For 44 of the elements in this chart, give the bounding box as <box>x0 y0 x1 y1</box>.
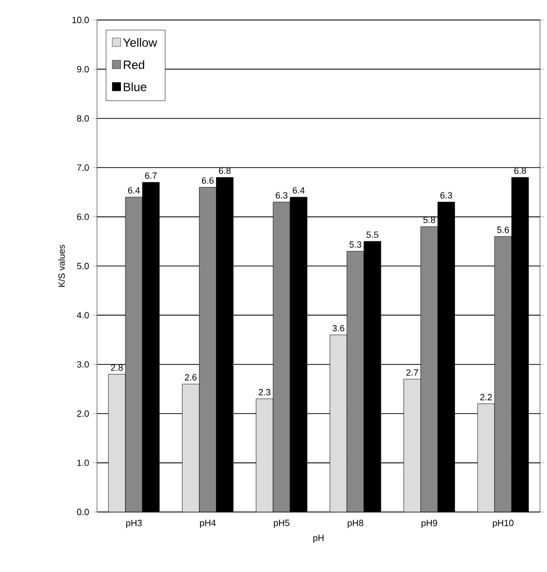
bar <box>182 384 200 512</box>
data-label: 5.3 <box>350 241 362 248</box>
data-label: 6.3 <box>276 192 288 199</box>
bar <box>477 404 495 512</box>
x-tick-label: pH3 <box>126 520 142 528</box>
y-tick-label: 5.0 <box>77 262 89 270</box>
x-tick-label: pH10 <box>492 520 514 528</box>
data-label: 6.4 <box>292 187 305 194</box>
data-label: 2.2 <box>480 394 492 400</box>
y-tick-label: 9.0 <box>77 66 89 72</box>
x-tick-label: pH4 <box>200 520 216 528</box>
data-label: 2.3 <box>258 388 270 396</box>
data-label: 6.6 <box>202 177 214 184</box>
data-label: 5.6 <box>497 226 509 233</box>
data-label: 6.4 <box>128 187 140 194</box>
y-tick-label: 2.0 <box>77 410 89 417</box>
data-label: 3.6 <box>332 324 344 332</box>
y-tick-label: 4.0 <box>76 312 89 318</box>
bar <box>404 378 421 512</box>
legend-label: Red <box>124 60 144 70</box>
x-tick-label: pH8 <box>348 520 364 528</box>
y-tick-label: 3.0 <box>77 361 89 368</box>
y-tick-label: 8.0 <box>77 115 89 122</box>
data-label: 6.7 <box>145 172 157 179</box>
x-tick-label: pH5 <box>274 520 290 528</box>
y-tick-label: 7.0 <box>77 164 89 171</box>
y-tick-label: 6.0 <box>77 214 89 220</box>
legend-label: Yellow <box>123 38 158 47</box>
y-tick-label: 0.0 <box>77 508 89 516</box>
bar <box>256 398 274 512</box>
data-label: 5.8 <box>423 216 436 224</box>
data-label: 2.6 <box>184 374 197 381</box>
x-tick-label: pH9 <box>422 520 438 528</box>
data-label: 5.5 <box>366 232 378 238</box>
x-axis-title: pH <box>313 534 324 543</box>
y-axis-title: K/S values <box>58 244 65 287</box>
y-tick-label: 1.0 <box>77 460 89 466</box>
data-label: 2.7 <box>406 369 418 376</box>
bar <box>108 374 126 512</box>
legend-label: Blue <box>124 82 146 92</box>
data-label: 2.8 <box>111 364 123 371</box>
y-tick-label: 10.0 <box>72 16 89 24</box>
data-label: 6.3 <box>440 192 452 199</box>
bar <box>330 334 348 512</box>
